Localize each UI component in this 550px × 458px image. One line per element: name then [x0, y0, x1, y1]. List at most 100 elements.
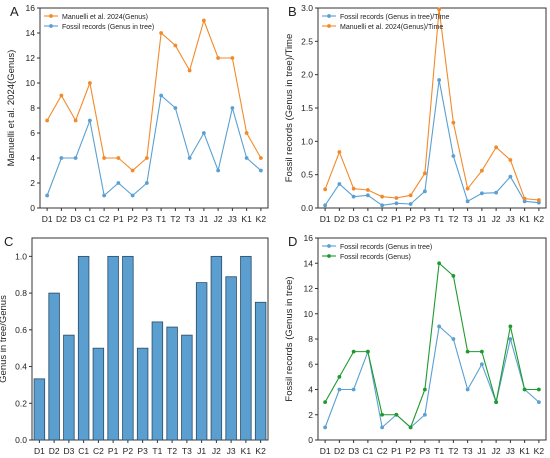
bar-p1	[107, 255, 119, 441]
x-tick-label: T1	[434, 214, 444, 224]
x-tick-label: P1	[391, 446, 402, 456]
data-point-p2	[130, 193, 135, 198]
bar-c2	[92, 347, 105, 441]
y-tick-label: 14	[26, 28, 36, 38]
y-axis-title: Genus in tree/Genus	[0, 295, 9, 383]
legend-swatch-marker	[49, 24, 53, 28]
bar-t2	[166, 326, 178, 441]
x-tick-label: J3	[506, 214, 515, 224]
x-tick-label: P2	[405, 214, 416, 224]
y-tick-label: 12	[304, 284, 314, 294]
bar-p2	[122, 255, 134, 441]
data-point-j1	[479, 168, 484, 173]
x-tick-label: P2	[405, 446, 416, 456]
x-tick-label: T2	[448, 214, 458, 224]
x-tick-label: C2	[99, 214, 110, 224]
x-tick-label: D1	[34, 446, 45, 456]
data-point-p2	[408, 193, 413, 198]
y-tick-label: 2	[30, 178, 35, 188]
data-point-j3	[230, 56, 235, 60]
data-point-t3	[465, 186, 470, 191]
data-point-d3	[73, 118, 78, 123]
x-tick-label: K2	[534, 446, 545, 456]
x-tick-label: T2	[167, 446, 177, 456]
x-tick-label: D3	[63, 446, 74, 456]
data-point-j2	[494, 400, 499, 405]
data-point-d3	[351, 194, 356, 199]
x-tick-label: P1	[108, 446, 119, 456]
data-point-d2	[59, 156, 64, 160]
y-tick-label: 3.0	[301, 3, 313, 13]
data-point-t2	[451, 120, 456, 125]
y-tick-label: 10	[304, 309, 314, 319]
data-point-d1	[45, 118, 50, 123]
x-tick-label: T1	[434, 446, 444, 456]
x-tick-label: C1	[362, 214, 373, 224]
data-point-t1	[159, 93, 164, 98]
data-point-j3	[508, 324, 513, 329]
bar-k2	[254, 301, 267, 441]
x-tick-label: C2	[377, 446, 388, 456]
legend-swatch-marker	[327, 14, 331, 18]
x-tick-label: C2	[93, 446, 104, 456]
y-tick-label: 4	[30, 153, 35, 163]
legend-entry: Fossil records (Genus in tree)	[340, 244, 432, 251]
y-axis-title: Fossil records (Genus in tree)	[284, 276, 295, 401]
data-point-j2	[216, 168, 221, 173]
data-point-d3	[351, 387, 356, 392]
y-tick-label: 0.6	[15, 325, 27, 335]
y-tick-label: 0.5	[301, 170, 313, 180]
data-point-j1	[479, 349, 484, 354]
data-point-d2	[337, 374, 342, 379]
data-point-c1	[87, 81, 92, 85]
x-tick-label: T1	[156, 214, 166, 224]
series-line-1	[324, 79, 539, 206]
legend-entry: Fossil records (Genus)	[340, 254, 411, 261]
data-point-d1	[323, 203, 328, 208]
y-tick-label: 0.0	[301, 203, 313, 213]
x-tick-label: J3	[228, 214, 237, 224]
x-tick-label: J1	[477, 214, 486, 224]
y-tick-label: 14	[304, 258, 314, 268]
x-tick-label: P2	[127, 214, 138, 224]
data-point-t3	[465, 387, 470, 392]
x-tick-label: P3	[137, 446, 148, 456]
y-tick-label: 0.4	[15, 362, 27, 372]
data-point-j3	[508, 158, 513, 162]
data-point-k1	[522, 199, 527, 204]
x-tick-label: K1	[241, 214, 252, 224]
x-tick-label: D2	[334, 214, 345, 224]
y-tick-label: 8	[30, 103, 35, 113]
y-tick-label: 1.0	[15, 251, 27, 261]
data-point-t2	[451, 154, 456, 158]
x-tick-label: C1	[84, 214, 95, 224]
data-point-p1	[116, 181, 121, 185]
data-point-p3	[422, 387, 427, 392]
y-axis-title: Manuelli et al. 2024(Genus)	[6, 50, 17, 167]
y-tick-label: 4	[308, 385, 313, 395]
data-point-c2	[380, 425, 385, 430]
data-point-k2	[258, 168, 263, 173]
series-line-2	[46, 94, 262, 197]
y-tick-label: 0.2	[15, 398, 27, 408]
x-tick-label: T3	[463, 446, 473, 456]
data-point-d1	[323, 425, 328, 430]
data-point-k2	[258, 156, 263, 160]
data-point-k2	[536, 387, 541, 392]
y-tick-label: 0	[30, 203, 35, 213]
y-tick-label: 16	[304, 233, 314, 243]
bar-d3	[63, 334, 75, 441]
data-point-j3	[230, 106, 235, 110]
x-tick-label: J3	[227, 446, 236, 456]
x-tick-label: P2	[123, 446, 134, 456]
plot-frame	[317, 7, 547, 209]
y-tick-label: 0.0	[15, 435, 27, 445]
y-tick-label: 10	[26, 78, 36, 88]
panel-label: D	[288, 234, 297, 249]
data-point-j1	[201, 18, 206, 23]
x-tick-label: J1	[199, 214, 208, 224]
data-point-d2	[337, 182, 342, 186]
x-tick-label: C1	[362, 446, 373, 456]
y-tick-label: 8	[308, 334, 313, 344]
